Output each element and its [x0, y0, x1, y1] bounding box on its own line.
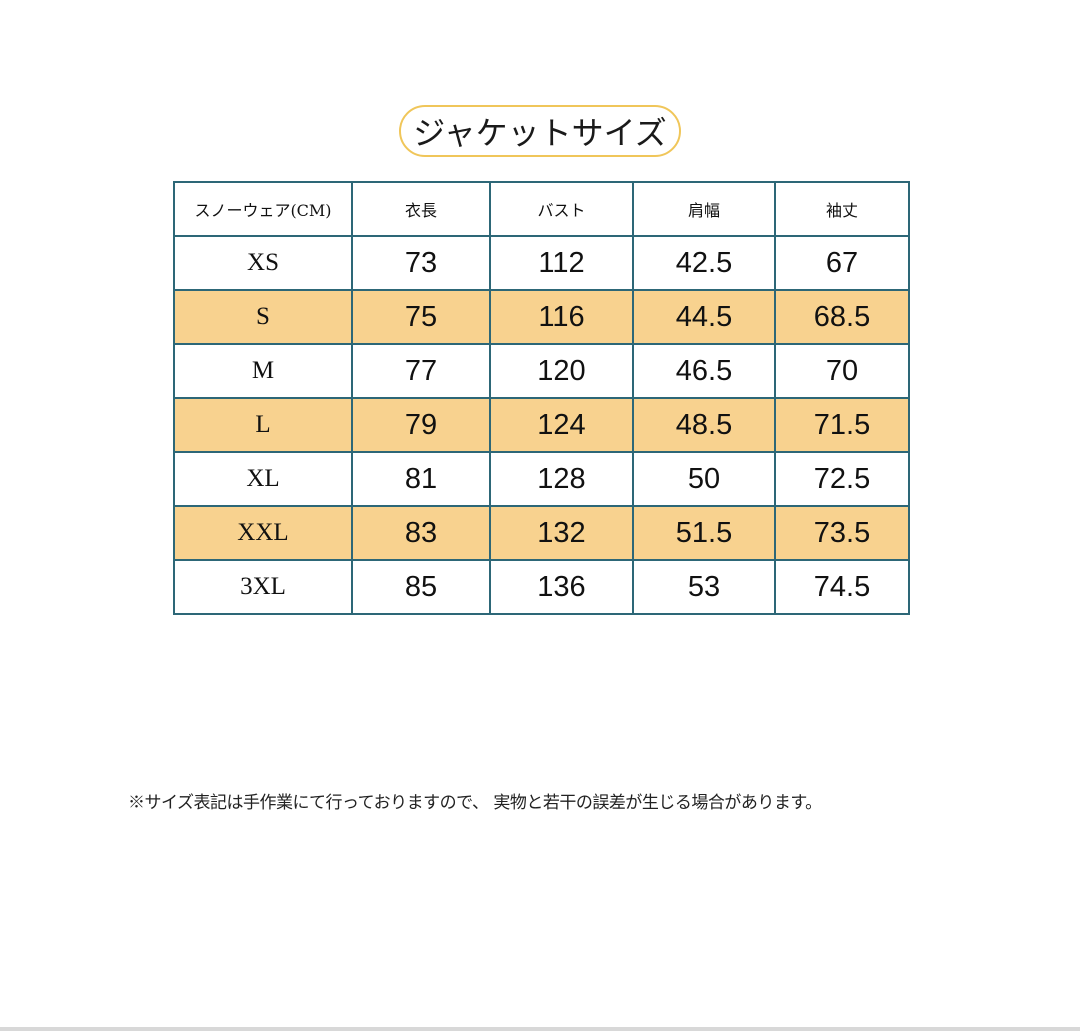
- table-row: XS 73 112 42.5 67: [173, 235, 910, 291]
- measurement-cell: 128: [489, 451, 634, 507]
- header-cell: 衣長: [351, 181, 491, 237]
- measurement-cell: 83: [351, 505, 491, 561]
- size-table: スノーウェア(CM) 衣長 バスト 肩幅 袖丈 XS 73 112 42.5 67 S 75…: [173, 181, 910, 615]
- measurement-cell: 71.5: [774, 397, 910, 453]
- size-label-cell: 3XL: [173, 559, 353, 615]
- measurement-cell: 42.5: [632, 235, 776, 291]
- size-disclaimer-note: ※サイズ表記は手作業にて行っておりますので、 実物と若干の誤差が生じる場合があり…: [128, 793, 822, 813]
- table-row: L 79 124 48.5 71.5: [173, 397, 910, 453]
- measurement-cell: 136: [489, 559, 634, 615]
- size-label-cell: L: [173, 397, 353, 453]
- measurement-cell: 75: [351, 289, 491, 345]
- measurement-cell: 67: [774, 235, 910, 291]
- table-header-row: スノーウェア(CM) 衣長 バスト 肩幅 袖丈: [173, 181, 910, 237]
- measurement-cell: 50: [632, 451, 776, 507]
- size-label-cell: M: [173, 343, 353, 399]
- measurement-cell: 46.5: [632, 343, 776, 399]
- measurement-cell: 79: [351, 397, 491, 453]
- measurement-cell: 73: [351, 235, 491, 291]
- measurement-cell: 48.5: [632, 397, 776, 453]
- table-row: 3XL 85 136 53 74.5: [173, 559, 910, 615]
- size-label-cell: XL: [173, 451, 353, 507]
- measurement-cell: 85: [351, 559, 491, 615]
- measurement-cell: 112: [489, 235, 634, 291]
- measurement-cell: 44.5: [632, 289, 776, 345]
- table-row: M 77 120 46.5 70: [173, 343, 910, 399]
- size-label-cell: S: [173, 289, 353, 345]
- measurement-cell: 72.5: [774, 451, 910, 507]
- measurement-cell: 120: [489, 343, 634, 399]
- measurement-cell: 116: [489, 289, 634, 345]
- size-label-cell: XS: [173, 235, 353, 291]
- measurement-cell: 68.5: [774, 289, 910, 345]
- header-cell: バスト: [489, 181, 634, 237]
- table-row: XL 81 128 50 72.5: [173, 451, 910, 507]
- divider: [0, 1027, 1080, 1031]
- measurement-cell: 81: [351, 451, 491, 507]
- measurement-cell: 51.5: [632, 505, 776, 561]
- table-row: XXL 83 132 51.5 73.5: [173, 505, 910, 561]
- measurement-cell: 74.5: [774, 559, 910, 615]
- measurement-cell: 124: [489, 397, 634, 453]
- header-cell: 袖丈: [774, 181, 910, 237]
- table-row: S 75 116 44.5 68.5: [173, 289, 910, 345]
- measurement-cell: 53: [632, 559, 776, 615]
- measurement-cell: 132: [489, 505, 634, 561]
- page-title: ジャケットサイズ: [399, 105, 681, 157]
- measurement-cell: 77: [351, 343, 491, 399]
- measurement-cell: 70: [774, 343, 910, 399]
- size-label-cell: XXL: [173, 505, 353, 561]
- header-cell: スノーウェア(CM): [173, 181, 353, 237]
- measurement-cell: 73.5: [774, 505, 910, 561]
- header-cell: 肩幅: [632, 181, 776, 237]
